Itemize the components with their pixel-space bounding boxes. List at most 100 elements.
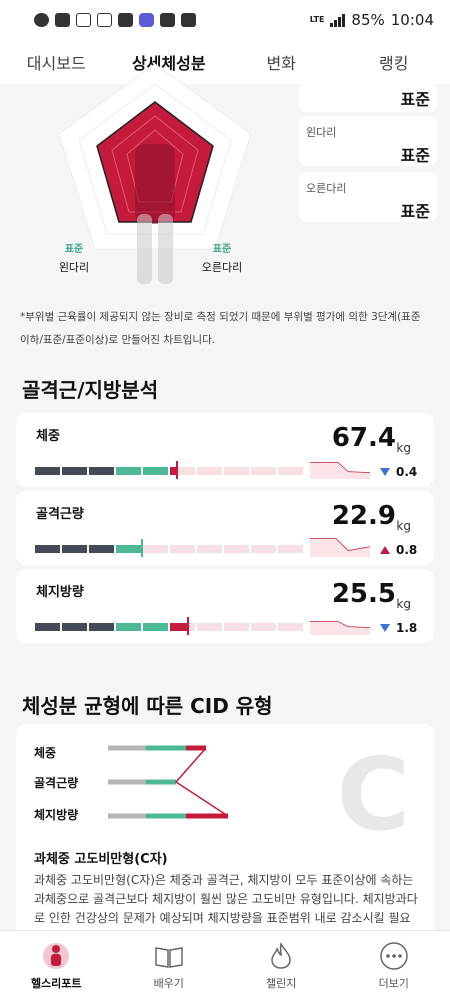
level-marker	[141, 539, 144, 557]
shopping-bag-icon	[181, 13, 196, 27]
level-segment	[251, 623, 276, 631]
nav-label: 챌린지	[266, 977, 297, 990]
level-segment	[251, 467, 276, 475]
linkedin-icon	[97, 13, 112, 27]
cid-shape-chart	[108, 745, 229, 819]
limb-left-leg: 표준 왼다리	[44, 240, 104, 275]
network-type: LTE	[309, 15, 325, 24]
level-segment	[116, 467, 141, 475]
metric-delta: 0.4	[380, 465, 417, 479]
decrease-icon	[380, 624, 390, 632]
metric-value: 22.9	[331, 501, 396, 531]
metric-card-weight[interactable]: 체중 67.4 kg 0.4	[16, 413, 434, 487]
level-segment	[197, 623, 222, 631]
level-segment	[143, 545, 168, 553]
message-icon	[55, 13, 70, 27]
level-segment	[62, 623, 87, 631]
metric-value: 25.5	[331, 579, 396, 609]
cid-type-description: 과체중 고도비만형(C자)은 체중과 골격근, 체지방이 모두 표준이상에 속하…	[34, 873, 418, 944]
level-segment	[62, 467, 87, 475]
level-segment	[251, 545, 276, 553]
metric-delta: 0.8	[380, 543, 417, 557]
tab-ranking[interactable]: 랭킹	[379, 54, 409, 73]
cid-row-label: 골격근량	[34, 776, 79, 790]
cid-row-label: 체중	[34, 746, 57, 760]
segment-label: 왼다리	[306, 126, 337, 139]
notification-icons	[34, 13, 196, 27]
level-segment	[116, 545, 141, 553]
tab-change[interactable]: 변화	[266, 54, 296, 73]
level-bar	[35, 461, 303, 479]
nav-label: 헬스리포트	[30, 977, 82, 990]
level-segment	[62, 545, 87, 553]
app-f-icon	[139, 13, 154, 27]
segment-card-top: 표준	[298, 82, 438, 112]
metric-unit: kg	[396, 441, 411, 455]
battery-level: 85%	[351, 11, 385, 29]
level-segment	[89, 623, 114, 631]
metric-delta: 1.8	[380, 621, 417, 635]
trend-sparkline	[310, 621, 371, 635]
nav-learn[interactable]: 배우기	[113, 931, 226, 1000]
metric-name: 체지방량	[36, 585, 84, 600]
metric-name: 골격근량	[36, 507, 84, 522]
level-segment	[278, 545, 303, 553]
metric-card-body-fat[interactable]: 체지방량 25.5 kg 1.8	[16, 569, 434, 643]
nav-challenge[interactable]: 챌린지	[225, 931, 338, 1000]
segment-card-left-leg: 왼다리 표준	[298, 116, 438, 166]
level-segment	[89, 545, 114, 553]
metric-unit: kg	[396, 519, 411, 533]
level-bar	[35, 539, 303, 557]
talk-icon	[34, 13, 49, 27]
level-bar	[35, 617, 303, 635]
level-segment	[197, 545, 222, 553]
ssg-icon	[118, 13, 133, 27]
metric-value: 67.4	[331, 423, 396, 453]
tab-dashboard[interactable]: 대시보드	[26, 54, 86, 73]
level-segment	[197, 467, 222, 475]
cid-letter-watermark: C	[336, 736, 410, 853]
nav-more[interactable]: 더보기	[338, 931, 450, 1000]
level-segment	[116, 623, 141, 631]
nav-label: 배우기	[153, 977, 184, 990]
segmental-chart: 표준 왼다리 표준 오른다리 표준 표준 왼다리 표준 오른다리	[0, 63, 450, 289]
level-segment	[170, 545, 195, 553]
level-segment	[170, 467, 195, 475]
increase-icon	[380, 546, 390, 554]
limb-status: 표준	[212, 244, 232, 255]
level-segment	[224, 623, 249, 631]
level-segment	[170, 623, 195, 631]
section-title-cid: 체성분 균형에 따른 CID 유형	[22, 694, 273, 718]
cid-row-label: 체지방량	[34, 808, 79, 822]
metric-unit: kg	[396, 597, 411, 611]
segment-status: 표준	[400, 202, 430, 221]
level-segment	[89, 467, 114, 475]
metric-card-skeletal-muscle[interactable]: 골격근량 22.9 kg 0.8	[16, 491, 434, 565]
level-segment	[143, 467, 168, 475]
body-silhouette	[135, 144, 175, 284]
chat-icon	[76, 13, 91, 27]
level-marker	[186, 617, 189, 635]
more-icon	[380, 942, 408, 970]
nav-health-report[interactable]: 헬스리포트	[0, 931, 113, 1000]
pentagon-radar	[58, 63, 252, 284]
segment-label: 오른다리	[306, 182, 347, 195]
limb-status: 표준	[64, 244, 84, 255]
metric-name: 체중	[36, 429, 60, 444]
segment-status: 표준	[400, 90, 430, 109]
signal-icon	[330, 13, 346, 27]
segment-card-right-leg: 오른다리 표준	[298, 172, 438, 222]
section-title-muscle-fat: 골격근/지방분석	[22, 378, 159, 402]
level-segment	[35, 545, 60, 553]
decrease-icon	[380, 468, 390, 476]
nav-label: 더보기	[378, 977, 409, 990]
level-segment	[35, 623, 60, 631]
level-segment	[35, 467, 60, 475]
segment-status: 표준	[400, 146, 430, 165]
level-segment	[143, 623, 168, 631]
bottom-navigation: 헬스리포트 배우기 챌린지 더보기	[0, 930, 450, 1000]
top-tabs: 대시보드 상세체성분 변화 랭킹	[0, 40, 450, 84]
trend-sparkline	[310, 462, 371, 479]
level-segment	[278, 623, 303, 631]
level-marker	[176, 461, 179, 479]
